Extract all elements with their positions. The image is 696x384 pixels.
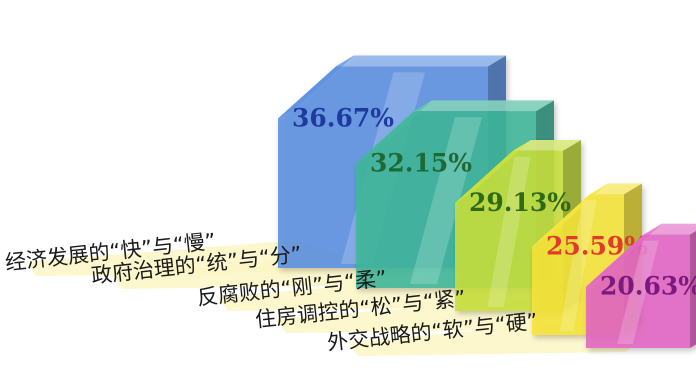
bar-side-face: [690, 230, 696, 348]
bar-top-face: [644, 223, 696, 235]
value-label: 32.15%: [370, 148, 472, 177]
bar-5: [586, 223, 696, 348]
bar-top-face: [336, 55, 506, 67]
bar-top-face: [414, 100, 554, 112]
value-label: 20.63%: [600, 272, 696, 301]
value-label: 29.13%: [469, 188, 571, 217]
bar-top-face: [513, 139, 581, 151]
bars-group: 36.67%32.15%29.13%25.59%20.63%: [278, 55, 696, 348]
bar-highlight: [410, 117, 482, 284]
bar-highlight: [559, 200, 597, 331]
bar-top-face: [590, 183, 642, 195]
bar-highlight: [617, 240, 659, 344]
bar-highlight: [487, 156, 531, 307]
value-label: 36.67%: [292, 104, 394, 133]
